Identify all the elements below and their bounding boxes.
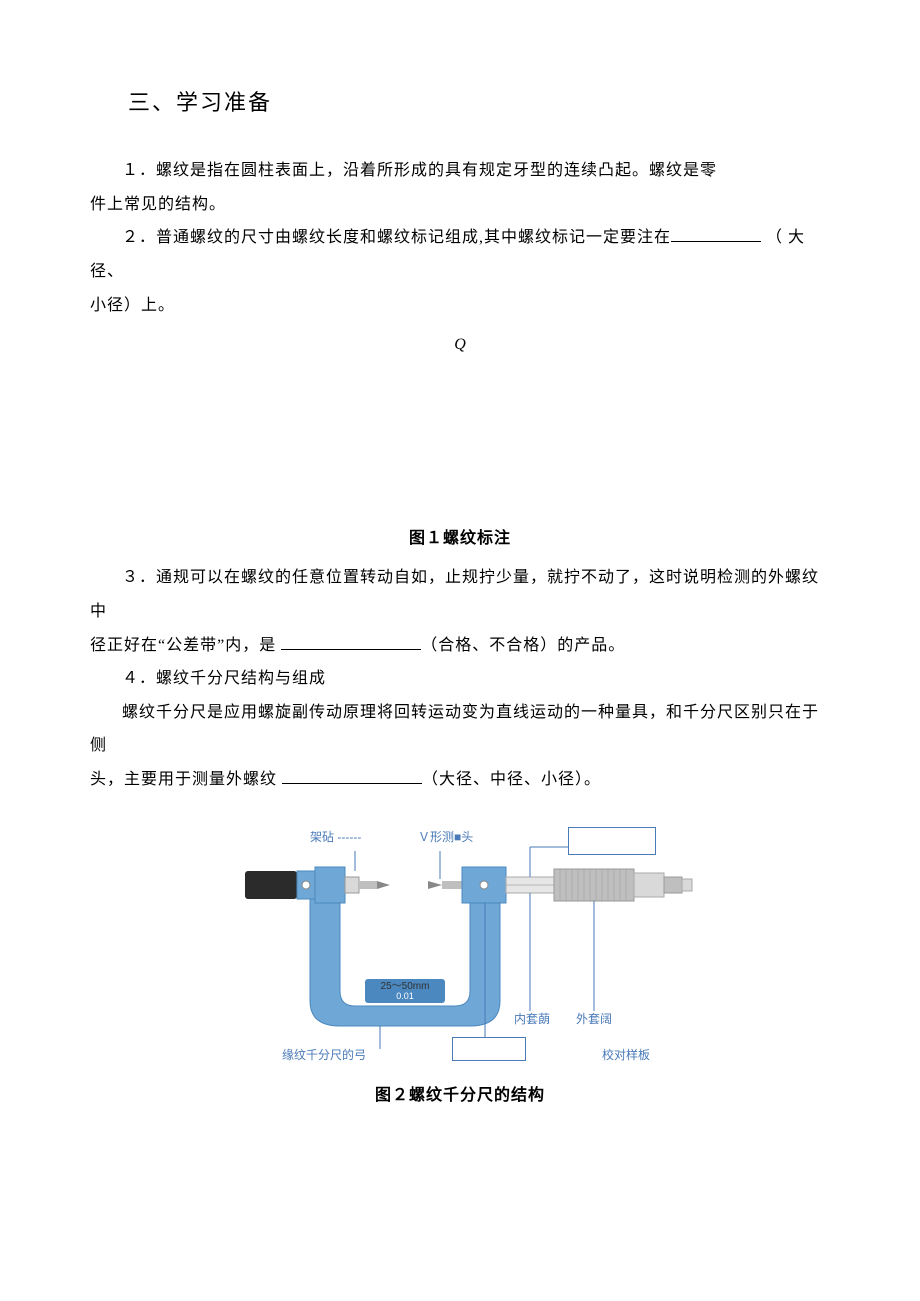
- box-top-right: [568, 827, 656, 855]
- label-v-head: Ｖ形测■头: [418, 825, 473, 850]
- section-title: 三、学习准备: [128, 80, 830, 126]
- q3-text-a: 径正好在“公差带”内，是: [90, 637, 281, 654]
- q3-line2: 径正好在“公差带”内，是 （合格、不合格）的产品。: [90, 629, 830, 663]
- label-outer-sleeve: 外套阔: [576, 1007, 612, 1032]
- q2-line1: ２．普通螺纹的尺寸由螺纹长度和螺纹标记组成,其中螺纹标记一定要注在 （ 大 径、: [90, 221, 830, 288]
- box-bottom-center: [452, 1037, 526, 1061]
- q2-blank[interactable]: [671, 225, 761, 242]
- q4-line1: 螺纹千分尺是应用螺旋副传动原理将回转运动变为直线运动的一种量具，和千分尺区别只在…: [90, 696, 830, 763]
- q4-line2: 头，主要用于测量外螺纹 （大径、中径、小径）。: [90, 763, 830, 797]
- q4-blank[interactable]: [282, 767, 422, 784]
- q3-line1: ３．通规可以在螺纹的任意位置转动自如，止规拧少量，就拧不动了，这时说明检测的外螺…: [90, 561, 830, 628]
- range-line2: 0.01: [396, 991, 414, 1001]
- label-calibration: 校对样板: [602, 1043, 650, 1068]
- q4-title: ４．螺纹千分尺结构与组成: [90, 662, 830, 696]
- figure1-letter: Q: [90, 328, 830, 362]
- label-frame-anvil: 架砧 ------: [310, 825, 361, 850]
- label-inner-sleeve: 内套蓢: [514, 1007, 550, 1032]
- q1-line1: １．螺纹是指在圆柱表面上，沿着所形成的具有规定牙型的连续凸起。螺纹是零: [90, 154, 830, 188]
- q4-text-a: 头，主要用于测量外螺纹: [90, 771, 282, 788]
- figure2-caption: 图２螺纹千分尺的结构: [90, 1079, 830, 1113]
- figure1-placeholder: [90, 362, 830, 522]
- q1-line2: 件上常见的结构。: [90, 188, 830, 222]
- q3-text-b: （合格、不合格）的产品。: [421, 637, 625, 654]
- label-bow: 缘纹千分尺的弓: [282, 1043, 366, 1068]
- q4-text-b: （大径、中径、小径）。: [422, 771, 601, 788]
- q2-text-a: ２．普通螺纹的尺寸由螺纹长度和螺纹标记组成,其中螺纹标记一定要注在: [122, 229, 671, 246]
- figure1-caption: 图１螺纹标注: [90, 522, 830, 556]
- figure2: 25～50mm 0.01: [190, 811, 730, 1061]
- q3-blank[interactable]: [281, 633, 421, 650]
- q2-line2: 小径）上。: [90, 289, 830, 323]
